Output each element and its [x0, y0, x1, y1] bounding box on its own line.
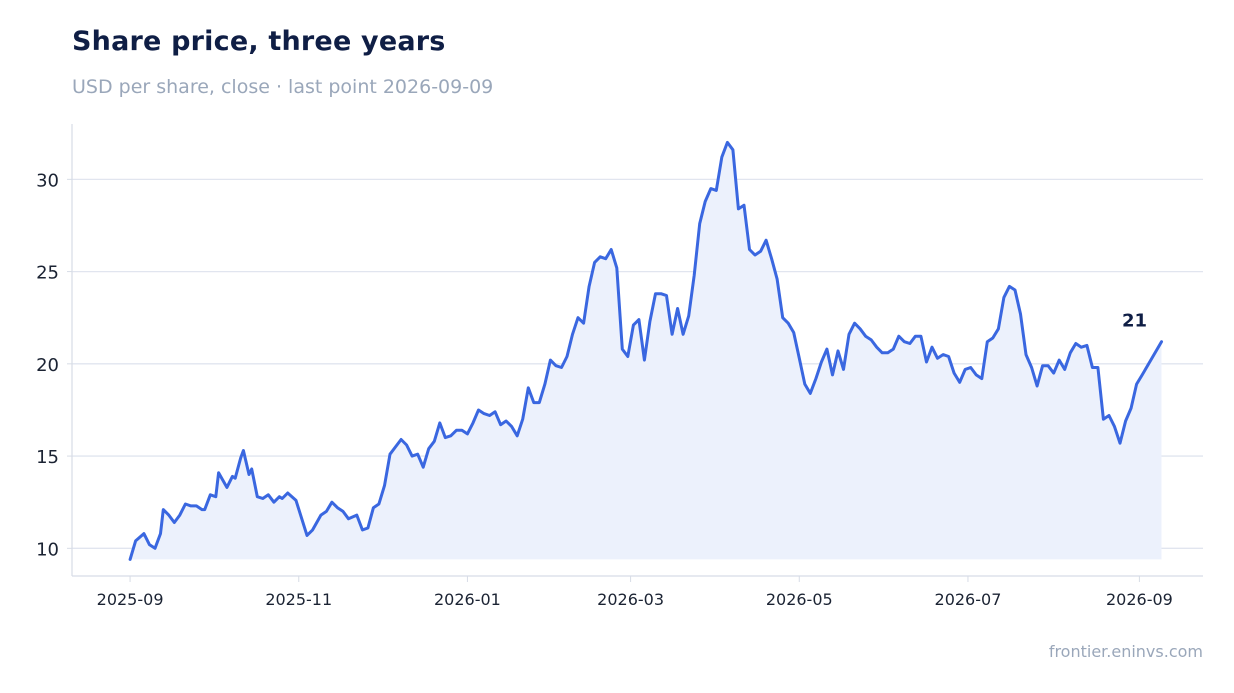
y-tick-label: 30	[36, 170, 59, 191]
source-credit: frontier.eninvs.com	[1048, 642, 1203, 661]
tick-labels: 10 15 20 25 30 2025-09 2025-11 2026-01 2026-03 20…	[36, 170, 1173, 609]
axes	[67, 124, 1203, 582]
x-tick-label: 2026-01	[434, 590, 501, 609]
y-tick-label: 10	[36, 539, 59, 560]
x-tick-label: 2026-09	[1106, 590, 1173, 609]
last-point-label: 21	[1122, 311, 1147, 332]
price-line	[128, 140, 1163, 561]
x-tick-label: 2026-03	[597, 590, 664, 609]
x-tick-label: 2026-07	[935, 590, 1002, 609]
x-tick-label: 2025-09	[97, 590, 164, 609]
x-tick-label: 2025-11	[265, 590, 332, 609]
y-tick-label: 20	[36, 355, 59, 376]
y-tick-label: 15	[36, 447, 59, 468]
x-tick-label: 2026-05	[766, 590, 833, 609]
chart-title: Share price, three years	[72, 26, 446, 57]
y-tick-label: 25	[36, 263, 59, 284]
chart-subtitle: USD per share, close · last point 2026-0…	[72, 76, 494, 98]
